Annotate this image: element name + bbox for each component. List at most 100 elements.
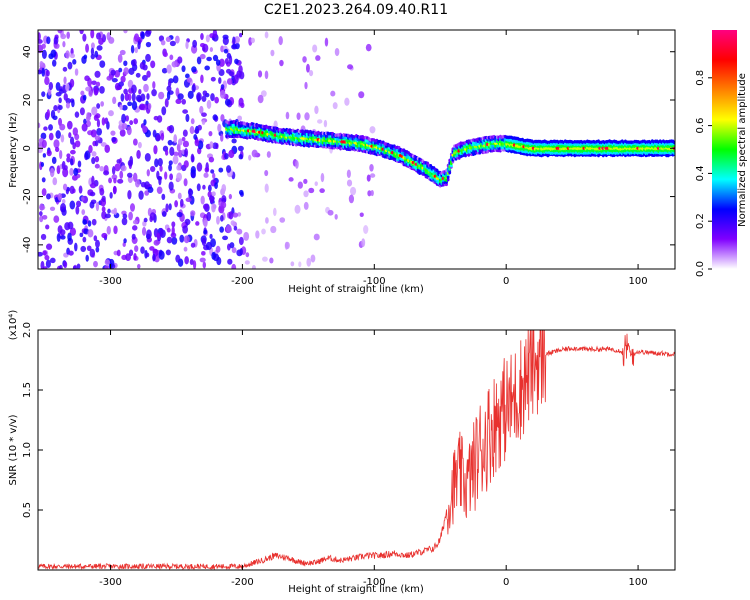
noise-speckle bbox=[332, 102, 338, 110]
noise-speckle bbox=[231, 138, 237, 144]
colorbar: 0.0 0.2 0.4 0.6 0.8 Normalized spectral ampl… bbox=[695, 30, 748, 277]
noise-speckle bbox=[104, 213, 111, 219]
x-tick-label: -300 bbox=[99, 577, 122, 588]
noise-speckle bbox=[121, 123, 128, 130]
noise-speckle bbox=[233, 74, 239, 84]
noise-speckle bbox=[67, 232, 72, 242]
noise-speckle bbox=[205, 241, 213, 251]
noise-speckle bbox=[124, 92, 130, 102]
noise-speckle bbox=[41, 43, 46, 49]
noise-speckle bbox=[96, 103, 101, 109]
noise-speckle bbox=[127, 101, 133, 107]
noise-speckle bbox=[90, 47, 95, 56]
snr-line-marks bbox=[38, 330, 675, 570]
ridge-point bbox=[446, 177, 450, 182]
noise-speckle bbox=[200, 33, 204, 41]
noise-speckle bbox=[113, 225, 118, 235]
y-tick-label: 0 bbox=[22, 145, 33, 151]
noise-speckle bbox=[196, 56, 202, 65]
noise-speckle bbox=[201, 237, 207, 247]
noise-speckle bbox=[137, 141, 142, 149]
noise-speckle bbox=[87, 220, 92, 227]
noise-speckle bbox=[79, 232, 84, 238]
noise-speckle bbox=[195, 221, 200, 226]
noise-speckle bbox=[41, 139, 47, 149]
noise-speckle bbox=[206, 211, 212, 222]
noise-speckle bbox=[358, 91, 365, 99]
noise-speckle bbox=[121, 113, 126, 124]
noise-speckle bbox=[114, 163, 121, 172]
noise-speckle bbox=[176, 165, 181, 171]
noise-speckle bbox=[156, 115, 163, 123]
noise-speckle bbox=[296, 112, 301, 121]
noise-speckle bbox=[60, 33, 67, 40]
noise-speckle bbox=[260, 90, 267, 97]
noise-speckle bbox=[139, 61, 146, 70]
noise-speckle bbox=[166, 227, 171, 233]
noise-speckle bbox=[73, 167, 79, 176]
noise-speckle bbox=[199, 105, 204, 114]
noise-speckle bbox=[225, 165, 232, 173]
noise-speckle bbox=[119, 49, 126, 56]
noise-speckle bbox=[206, 56, 212, 62]
noise-speckle bbox=[212, 172, 216, 179]
noise-speckle bbox=[71, 99, 75, 108]
noise-speckle bbox=[133, 118, 139, 125]
noise-speckle bbox=[237, 145, 244, 152]
noise-speckle bbox=[95, 201, 100, 212]
ridge-point bbox=[446, 175, 450, 179]
noise-speckle bbox=[255, 230, 260, 239]
noise-speckle bbox=[317, 119, 323, 124]
noise-speckle bbox=[314, 181, 318, 187]
colorbar-tick-label: 0.8 bbox=[695, 70, 706, 86]
noise-speckle bbox=[39, 61, 44, 66]
noise-speckle bbox=[99, 60, 106, 68]
noise-speckle bbox=[41, 91, 46, 97]
noise-speckle bbox=[181, 136, 186, 142]
noise-speckle bbox=[108, 177, 112, 184]
noise-speckle bbox=[122, 213, 128, 219]
noise-speckle bbox=[61, 208, 67, 216]
noise-speckle bbox=[63, 261, 68, 269]
noise-speckle bbox=[74, 242, 78, 252]
noise-speckle bbox=[143, 83, 149, 93]
noise-speckle bbox=[295, 160, 299, 169]
noise-speckle bbox=[183, 246, 188, 252]
noise-speckle bbox=[46, 150, 52, 157]
noise-speckle bbox=[82, 94, 87, 101]
noise-speckle bbox=[40, 260, 45, 269]
noise-speckle bbox=[219, 226, 224, 233]
noise-speckle bbox=[308, 69, 314, 77]
noise-speckle bbox=[215, 245, 221, 253]
noise-speckle bbox=[88, 145, 93, 154]
noise-speckle bbox=[69, 185, 75, 195]
noise-speckle bbox=[82, 219, 88, 225]
noise-speckle bbox=[44, 76, 50, 86]
noise-speckle bbox=[79, 107, 85, 116]
noise-speckle bbox=[366, 174, 371, 182]
x-tick-label: 0 bbox=[503, 577, 509, 588]
noise-speckle bbox=[182, 109, 189, 114]
x-tick-label: 100 bbox=[629, 577, 648, 588]
noise-speckle bbox=[51, 156, 57, 165]
y-tick-label: -40 bbox=[22, 237, 33, 253]
noise-speckle bbox=[171, 221, 176, 228]
noise-speckle bbox=[177, 56, 183, 64]
noise-speckle bbox=[189, 259, 194, 266]
noise-speckle bbox=[152, 81, 156, 90]
noise-speckle bbox=[89, 201, 95, 209]
noise-speckle bbox=[136, 149, 141, 159]
noise-speckle bbox=[117, 53, 123, 63]
noise-speckle bbox=[167, 139, 173, 146]
noise-speckle bbox=[132, 219, 139, 225]
noise-speckle bbox=[82, 236, 87, 243]
noise-speckle bbox=[67, 61, 73, 70]
noise-speckle bbox=[219, 90, 226, 99]
x-tick-label: -200 bbox=[231, 577, 254, 588]
noise-speckle bbox=[158, 91, 165, 100]
noise-speckle bbox=[88, 90, 93, 97]
noise-speckle bbox=[183, 235, 190, 244]
noise-speckle bbox=[91, 157, 96, 165]
noise-speckle bbox=[141, 226, 147, 236]
noise-speckle bbox=[212, 114, 218, 121]
